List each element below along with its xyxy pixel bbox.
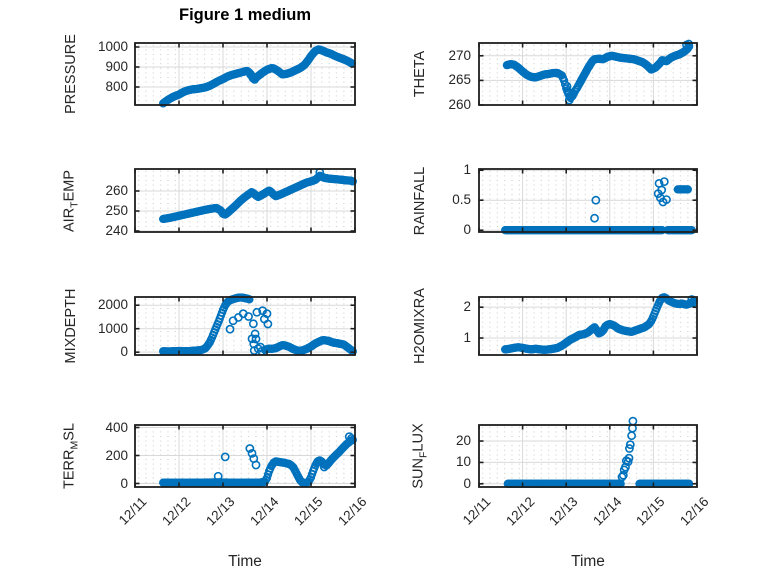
y-tick-label: 2000 (97, 297, 128, 313)
theta-ylabel: THETA (412, 50, 428, 98)
rainfall-ylabel: RAINFALL (412, 166, 428, 235)
y-tick-label: 0 (463, 222, 471, 238)
y-tick-label: 265 (448, 72, 471, 88)
y-tick-label: 1 (463, 330, 471, 346)
x-axis-label-right: Time (571, 553, 605, 570)
y-tick-label: 0.5 (452, 192, 471, 208)
x-tick-label: 12/11 (459, 494, 494, 528)
y-tick-label: 260 (448, 97, 471, 112)
y-tick-label: 270 (448, 47, 471, 63)
plot-area-mixdepth (134, 293, 357, 356)
x-tick-label: 12/11 (115, 494, 150, 528)
y-tick-label: 1 (463, 162, 471, 178)
data-markers (501, 177, 696, 235)
plot-area-air_temp (134, 167, 357, 233)
pressure-ylabel: PRESSURE (63, 34, 79, 114)
x-tick-label: 12/12 (159, 494, 194, 529)
x-axis-label-left: Time (228, 553, 262, 570)
plot-area-rainfall (478, 168, 698, 235)
y-tick-label: 1000 (97, 39, 128, 54)
data-markers (501, 293, 698, 354)
y-tick-label: 10 (455, 454, 471, 470)
y-tick-label: 800 (105, 79, 128, 94)
x-tick-label: 12/15 (291, 494, 326, 529)
plot-area-theta (478, 39, 698, 106)
y-tick-label: 0 (120, 475, 128, 491)
y-tick-label: 400 (105, 419, 128, 435)
plot-area-terr_msl (134, 424, 357, 488)
plot-area-sun_flux (478, 416, 698, 488)
figure-title: Figure 1 medium (178, 6, 312, 24)
y-tick-label: 1000 (97, 320, 128, 336)
x-tick-label: 12/13 (203, 494, 238, 529)
sun_flux-ylabel: SUNFLUX (410, 423, 430, 489)
y-tick-label: 240 (105, 223, 128, 238)
data-markers (159, 45, 357, 108)
y-tick-label: 2 (463, 299, 471, 315)
data-markers (159, 167, 357, 224)
y-tick-label: 0 (120, 344, 128, 360)
y-tick-label: 250 (105, 203, 128, 218)
y-tick-label: 260 (105, 183, 128, 198)
plot-area-pressure (134, 42, 357, 108)
h2omixra-ylabel: H2OMIXRA (412, 288, 428, 364)
y-tick-label: 200 (105, 447, 128, 463)
data-markers (502, 39, 694, 105)
plot-area-h2omixra (478, 293, 698, 356)
terr_msl-ylabel: TERRMSL (61, 423, 81, 489)
y-tick-label: 900 (105, 59, 128, 74)
y-tick-label: 20 (455, 433, 471, 449)
y-tick-label: 0 (463, 475, 471, 491)
x-tick-label: 12/14 (247, 494, 282, 529)
air_temp-ylabel: AIRTEMP (61, 169, 81, 232)
mixdepth-ylabel: MIXDEPTH (63, 288, 79, 364)
x-tick-label: 12/16 (335, 494, 370, 529)
x-tick-label: 12/16 (677, 494, 712, 529)
